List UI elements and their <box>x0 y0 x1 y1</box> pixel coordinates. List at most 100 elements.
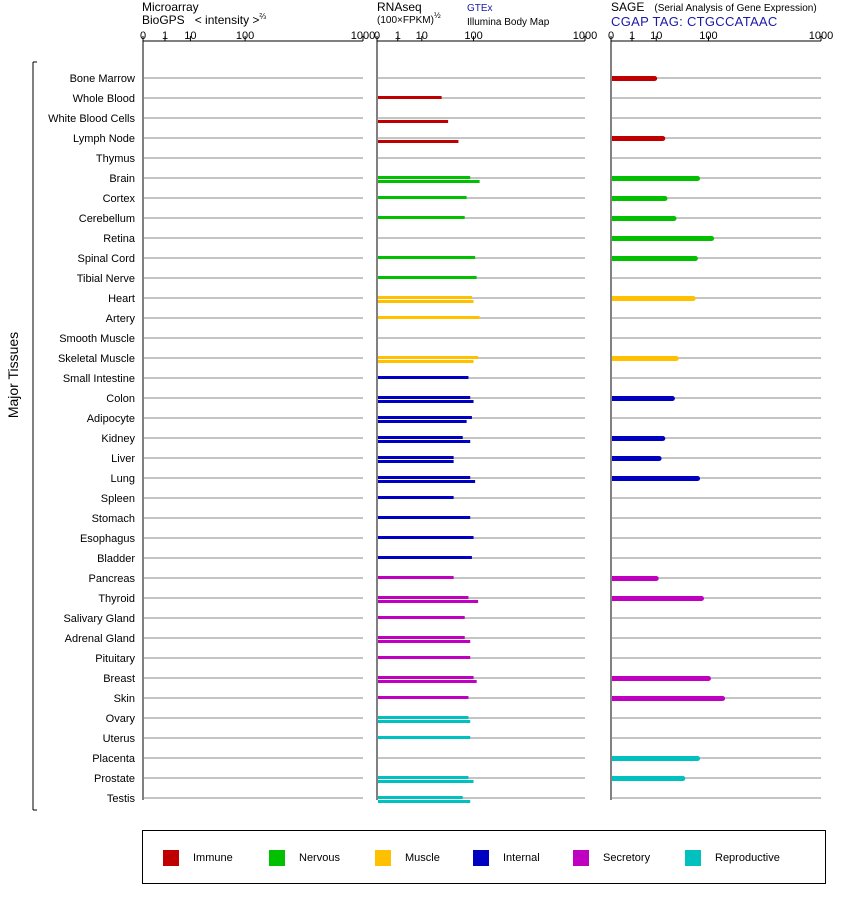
legend-item-immune: Immune <box>163 850 233 866</box>
sage-bar-cap <box>662 196 668 201</box>
rnaseq-bar <box>378 576 454 579</box>
legend-swatch-nervous <box>269 850 285 866</box>
sage-bar-cap <box>673 356 679 361</box>
tissue-label: Whole Blood <box>73 93 135 105</box>
sage-bar-cap <box>660 436 666 441</box>
tissue-label: Cerebellum <box>79 213 135 225</box>
rnaseq-bar <box>378 600 479 603</box>
rnaseq-bar <box>378 196 467 199</box>
rnaseq-bar <box>378 216 465 219</box>
tick-label-rnaseq-1000: 1000 <box>573 30 597 42</box>
rnaseq-exponent: ½ <box>433 11 441 20</box>
sage-bar <box>612 596 702 601</box>
rnaseq-bar <box>378 480 476 483</box>
rnaseq-bar <box>378 800 471 803</box>
sage-bar <box>612 296 694 301</box>
sage-bar-cap <box>660 136 666 141</box>
tissue-label: Prostate <box>94 773 135 785</box>
tissue-label: Cortex <box>103 193 136 205</box>
sage-bar-cap <box>709 236 715 241</box>
tissue-label: Pituitary <box>95 653 135 665</box>
rnaseq-bar <box>378 396 471 399</box>
tissue-label: Tibial Nerve <box>77 273 135 285</box>
tissue-label: Liver <box>111 453 135 465</box>
legend-swatch-immune <box>163 850 179 866</box>
tissue-label: Heart <box>108 293 135 305</box>
sage-bar <box>612 776 683 781</box>
sage-bar <box>612 456 660 461</box>
sage-bar-cap <box>695 176 701 181</box>
legend-label-muscle: Muscle <box>405 852 440 864</box>
sage-title: SAGE <box>611 0 645 14</box>
sage-bar <box>612 196 665 201</box>
sage-tag: CGAP TAG: CTGCCATAAC <box>611 14 778 29</box>
rnaseq-source-illumina: Illumina Body Map <box>467 17 550 28</box>
sage-bar-cap <box>656 456 662 461</box>
tissue-label: Thymus <box>96 153 136 165</box>
tick-label-rnaseq-10: 10 <box>416 30 428 42</box>
microarray-subtitle: BioGPS < intensity >⅔ <box>142 12 267 28</box>
rnaseq-bar <box>378 796 463 799</box>
sage-bar <box>612 76 655 81</box>
sage-bar-cap <box>653 576 659 581</box>
tissue-label: Stomach <box>92 513 135 525</box>
sage-bar <box>612 576 657 581</box>
tissue-label: Smooth Muscle <box>59 333 135 345</box>
sage-bar <box>612 476 698 481</box>
rnaseq-bar <box>378 436 463 439</box>
tissue-label: Artery <box>106 313 136 325</box>
tick-label-microarray-0: 0 <box>140 30 146 42</box>
tissue-label: Lung <box>111 473 135 485</box>
sage-bar-cap <box>690 296 696 301</box>
rnaseq-bar <box>378 356 479 359</box>
rnaseq-bar <box>378 680 477 683</box>
rnaseq-unit: (100×FPKM)½ <box>377 11 441 27</box>
sage-bar <box>612 216 674 221</box>
rnaseq-bar <box>378 300 474 303</box>
sage-bar-cap <box>671 216 677 221</box>
rnaseq-bar <box>378 416 472 419</box>
tissue-label: Testis <box>107 793 136 805</box>
tissue-label: Skin <box>114 693 135 705</box>
sage-bar <box>612 696 723 701</box>
sage-subtitle: (Serial Analysis of Gene Expression) <box>654 3 817 14</box>
rnaseq-bar <box>378 536 474 539</box>
sage-bar <box>612 256 696 261</box>
sage-bar-cap <box>669 396 675 401</box>
legend-swatch-secretory <box>573 850 589 866</box>
sage-bar <box>612 756 698 761</box>
rnaseq-bar <box>378 556 472 559</box>
rnaseq-header: RNAseq (100×FPKM)½ <box>377 1 441 27</box>
tick-label-microarray-1000: 1000 <box>351 30 375 42</box>
legend-swatch-internal <box>473 850 489 866</box>
sage-bar-cap <box>705 676 711 681</box>
rnaseq-bar <box>378 96 442 99</box>
rnaseq-bar <box>378 636 465 639</box>
rnaseq-bar <box>378 400 474 403</box>
rnaseq-bar <box>378 296 472 299</box>
rnaseq-bar <box>378 496 454 499</box>
rnaseq-bar <box>378 440 471 443</box>
tick-label-microarray-1: 1 <box>162 30 168 42</box>
tissue-label: White Blood Cells <box>48 113 135 125</box>
group-label: Major Tissues <box>5 332 21 418</box>
sage-bar <box>612 436 663 441</box>
tick-label-microarray-10: 10 <box>184 30 196 42</box>
rnaseq-bar <box>378 276 477 279</box>
rnaseq-bar <box>378 716 469 719</box>
legend-item-nervous: Nervous <box>269 850 340 866</box>
legend-swatch-reproductive <box>685 850 701 866</box>
tissue-label: Skeletal Muscle <box>58 353 135 365</box>
rnaseq-bar <box>378 376 469 379</box>
legend-label-secretory: Secretory <box>603 852 651 864</box>
rnaseq-bar <box>378 256 476 259</box>
sage-bar-cap <box>698 596 704 601</box>
legend: Immune Nervous Muscle Internal Secretory Repr… <box>142 830 826 884</box>
tissue-label: Breast <box>103 673 135 685</box>
tissue-label: Pancreas <box>89 573 136 585</box>
tick-label-sage-100: 100 <box>699 30 717 42</box>
tissue-label: Adipocyte <box>87 413 135 425</box>
tissue-label: Kidney <box>101 433 135 445</box>
microarray-exponent: ⅔ <box>259 12 267 21</box>
tick-label-sage-1: 1 <box>629 30 635 42</box>
